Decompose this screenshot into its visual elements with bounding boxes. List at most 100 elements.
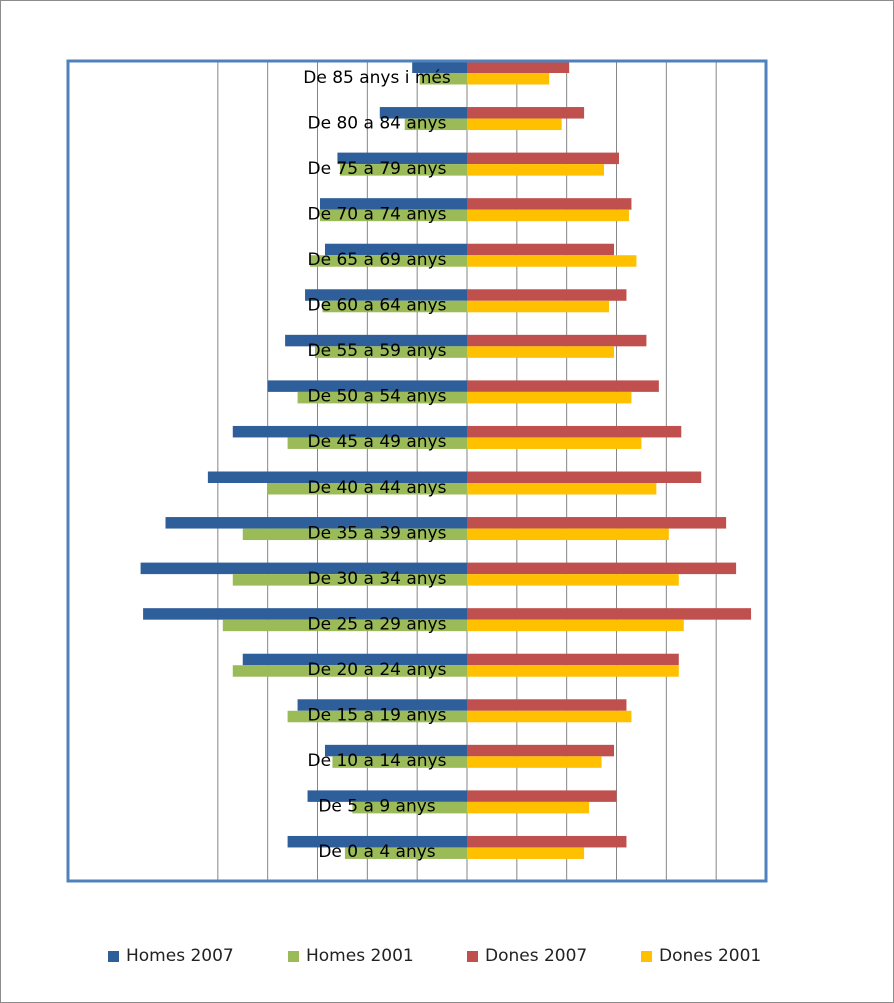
bar-homes-2001 [315, 346, 467, 358]
bar-homes-2001 [222, 619, 467, 632]
bar-dones-2001 [467, 756, 602, 768]
bar-dones-2007 [467, 562, 737, 575]
bar-dones-2007 [467, 61, 570, 73]
bar-homes-2007 [242, 653, 467, 666]
category-label: De 60 a 64 anys [308, 296, 447, 316]
bar-homes-2001 [287, 710, 467, 723]
bar-homes-2001 [319, 209, 467, 222]
bar-dones-2007 [467, 608, 752, 620]
bar-homes-2007 [285, 334, 467, 347]
legend: Homes 2007 Homes 2001 Dones 2007 Dones 2… [0, 943, 894, 969]
legend-item-homes-2001: Homes 2001 [288, 943, 414, 969]
bar-homes-2007 [319, 198, 467, 210]
bar-homes-2007 [324, 744, 467, 757]
legend-item-dones-2001: Dones 2001 [641, 943, 761, 969]
legend-item-dones-2007: Dones 2007 [467, 943, 587, 969]
category-label: De 5 a 9 anys [318, 797, 435, 817]
category-label: De 50 a 54 anys [308, 387, 447, 407]
bar-dones-2001 [467, 391, 632, 404]
category-labels: De 0 a 4 anys De 5 a 9 anys De 10 a 14 any… [303, 68, 451, 862]
bar-homes-2001 [344, 847, 467, 859]
legend-swatch-dones-2007 [467, 950, 478, 962]
legend-label-dones-2007: Dones 2007 [485, 946, 588, 966]
category-label: De 35 a 39 anys [308, 523, 447, 543]
bar-dones-2007 [467, 699, 627, 711]
bar-dones-2007 [467, 107, 585, 119]
category-label: De 40 a 44 anys [308, 478, 447, 498]
population-pyramid-chart: De 0 a 4 anys De 5 a 9 anys De 10 a 14 any… [66, 59, 768, 883]
legend-item-homes-2007: Homes 2007 [108, 943, 234, 969]
bar-homes-2007 [305, 289, 467, 301]
legend-swatch-homes-2007 [108, 950, 119, 962]
bar-dones-2001 [467, 483, 657, 495]
bar-dones-2001 [467, 300, 610, 313]
bar-dones-2001 [467, 209, 629, 222]
bar-homes-2007 [140, 562, 467, 575]
bar-homes-2007 [143, 608, 468, 620]
category-label: De 45 a 49 anys [308, 432, 447, 452]
bar-homes-2001 [297, 391, 467, 404]
category-label: De 20 a 24 anys [308, 660, 447, 680]
category-label: De 65 a 69 anys [308, 250, 447, 270]
bar-dones-2007 [467, 790, 617, 802]
bar-dones-2001 [467, 847, 585, 859]
bar-homes-2007 [379, 107, 467, 119]
bar-homes-2007 [307, 790, 467, 802]
bar-dones-2001 [467, 619, 684, 632]
legend-swatch-homes-2001 [288, 950, 299, 962]
bar-dones-2007 [467, 334, 647, 347]
category-label: De 75 a 79 anys [308, 159, 447, 179]
bar-dones-2001 [467, 118, 562, 131]
bar-dones-2001 [467, 574, 679, 586]
bar-homes-2001 [287, 437, 467, 449]
bar-homes-2007 [165, 517, 467, 529]
bar-homes-2001 [232, 665, 467, 677]
bar-dones-2007 [467, 152, 619, 165]
bar-dones-2001 [467, 437, 642, 449]
bar-homes-2001 [242, 528, 467, 541]
bar-dones-2007 [467, 744, 615, 757]
bar-homes-2007 [232, 425, 467, 438]
bar-dones-2001 [467, 801, 590, 814]
bar-dones-2001 [467, 665, 679, 677]
legend-swatch-dones-2001 [641, 950, 652, 962]
bar-homes-2001 [404, 118, 467, 131]
bar-homes-2001 [310, 255, 467, 267]
bar-homes-2007 [324, 243, 467, 256]
category-label: De 70 a 74 anys [308, 204, 447, 224]
bar-dones-2007 [467, 289, 627, 301]
bar-dones-2007 [467, 653, 679, 666]
bar-homes-2001 [322, 300, 467, 313]
bar-homes-2007 [287, 835, 467, 848]
bar-dones-2007 [467, 471, 702, 483]
bar-dones-2001 [467, 528, 669, 541]
bar-dones-2007 [467, 380, 659, 392]
category-label: De 25 a 29 anys [308, 614, 447, 634]
category-label: De 10 a 14 anys [308, 751, 447, 771]
bar-homes-2001 [332, 756, 467, 768]
legend-label-dones-2001: Dones 2001 [659, 946, 762, 966]
bar-dones-2007 [467, 835, 627, 848]
bar-homes-2007 [412, 61, 467, 73]
gridlines [217, 61, 717, 881]
bar-dones-2007 [467, 243, 615, 256]
bar-dones-2007 [467, 517, 727, 529]
bar-dones-2007 [467, 425, 682, 438]
bars [140, 61, 752, 859]
bar-homes-2007 [337, 152, 467, 165]
bar-dones-2001 [467, 255, 637, 267]
bar-homes-2001 [419, 73, 467, 85]
bar-homes-2001 [352, 801, 467, 814]
bar-homes-2001 [232, 574, 467, 586]
category-label: De 0 a 4 anys [318, 842, 435, 862]
bar-homes-2007 [297, 699, 467, 711]
category-label: De 30 a 34 anys [308, 569, 447, 589]
legend-label-homes-2001: Homes 2001 [306, 946, 414, 966]
bar-dones-2001 [467, 73, 550, 85]
bar-homes-2001 [267, 483, 467, 495]
category-label: De 80 a 84 anys [308, 113, 447, 133]
bar-dones-2007 [467, 198, 632, 210]
category-label: De 85 anys i més [303, 68, 451, 88]
bar-dones-2001 [467, 164, 605, 176]
category-label: De 15 a 19 anys [308, 706, 447, 726]
